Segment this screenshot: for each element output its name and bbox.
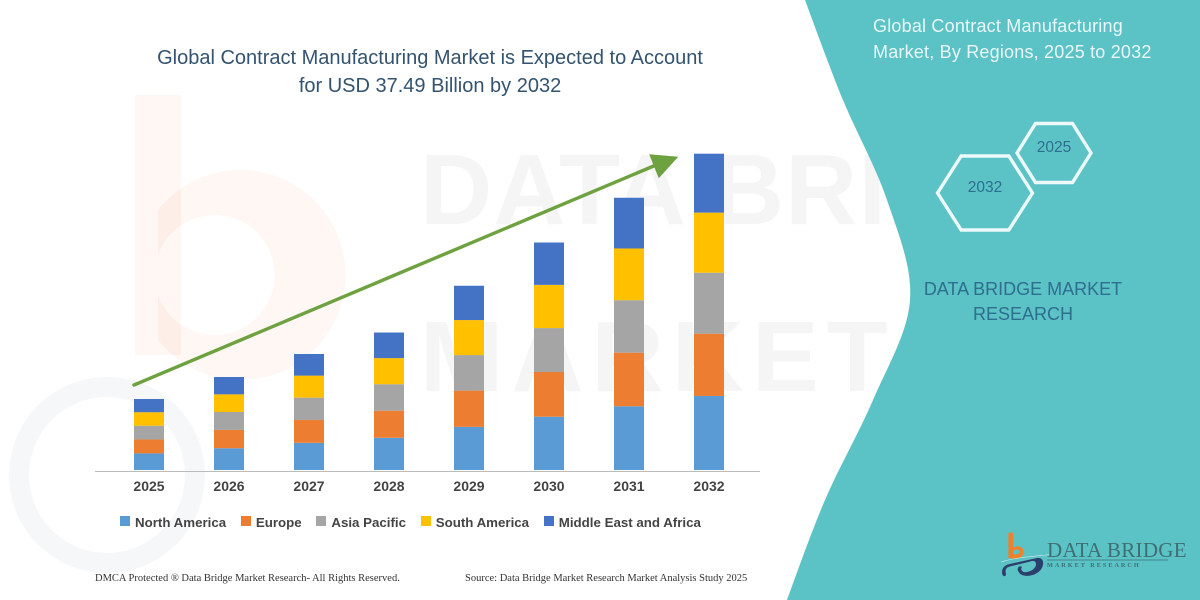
- svg-text:DATA BRIDGE: DATA BRIDGE: [1047, 538, 1187, 562]
- svg-text:MARKET RESEARCH: MARKET RESEARCH: [1047, 562, 1141, 569]
